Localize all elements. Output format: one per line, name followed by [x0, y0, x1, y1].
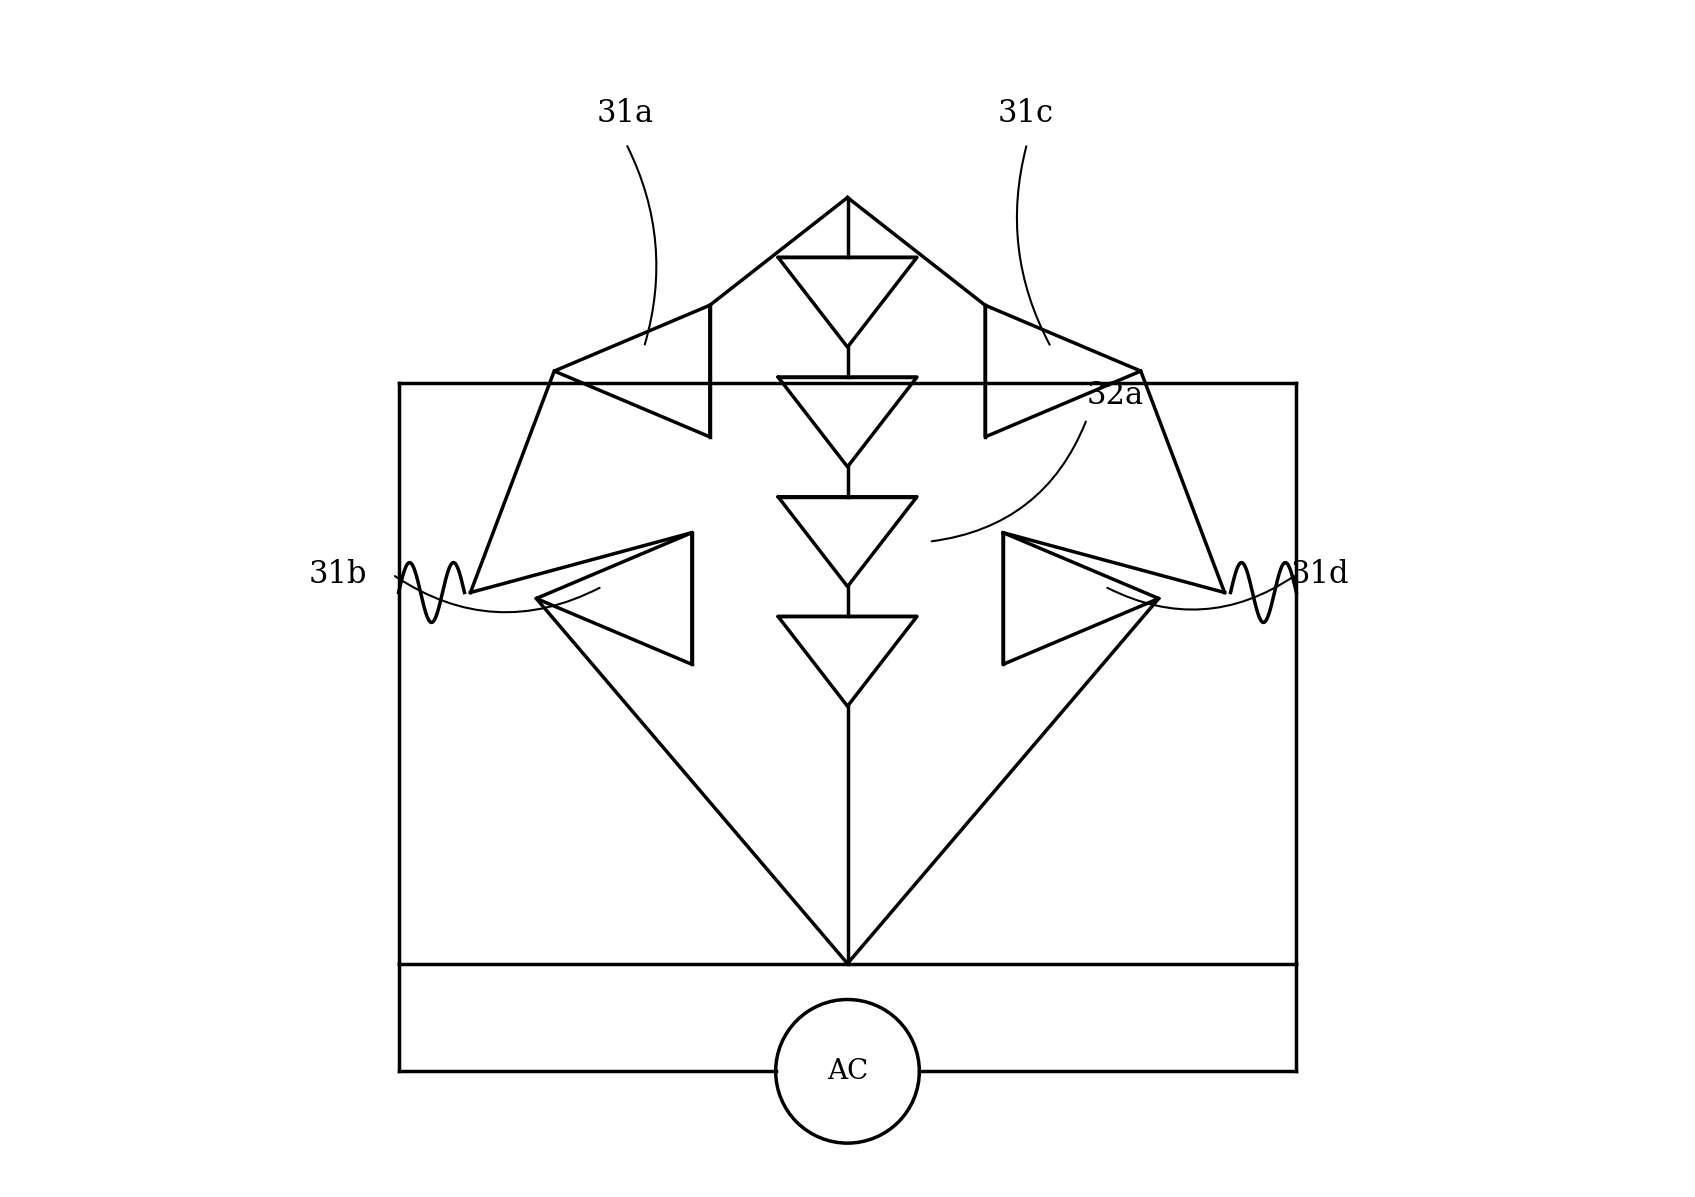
- Text: 32a: 32a: [1086, 379, 1144, 411]
- Text: 31a: 31a: [597, 98, 653, 129]
- Text: 31d: 31d: [1290, 559, 1349, 590]
- Text: AC: AC: [827, 1058, 868, 1084]
- Text: 31c: 31c: [997, 98, 1053, 129]
- Text: 31b: 31b: [308, 559, 368, 590]
